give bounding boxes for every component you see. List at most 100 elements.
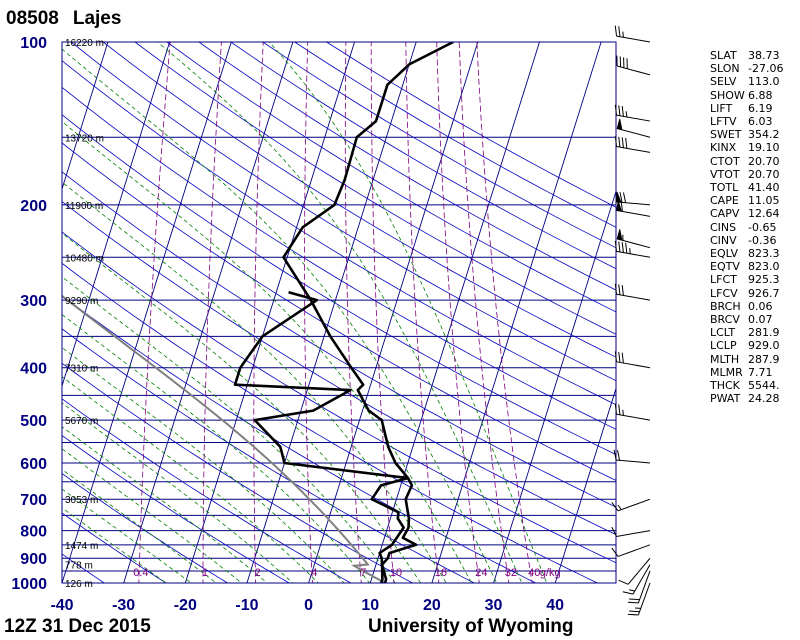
index-row: SLAT 38.73 bbox=[710, 49, 792, 62]
dry-adiabat bbox=[198, 42, 616, 291]
index-key: SHOW bbox=[710, 88, 745, 102]
dry-adiabat bbox=[62, 473, 229, 583]
index-key: SWET bbox=[710, 128, 742, 142]
mixing-ratio-label: 2 bbox=[255, 567, 261, 579]
temperature-tick-label: 20 bbox=[423, 597, 441, 614]
height-label: 1474 m bbox=[65, 541, 98, 552]
index-key: SLAT bbox=[710, 49, 737, 62]
index-key: CTOT bbox=[710, 154, 740, 168]
height-label: 7310 m bbox=[65, 364, 98, 375]
index-value: 41.40 bbox=[748, 181, 780, 195]
pressure-tick-label: 1000 bbox=[11, 576, 47, 593]
index-row: LCLT 281.9 bbox=[710, 326, 792, 339]
index-row: MLMR 7.71 bbox=[710, 366, 792, 379]
index-value: 19.10 bbox=[748, 141, 780, 155]
index-row: CINV -0.36 bbox=[710, 234, 792, 247]
isotherm-line bbox=[493, 189, 616, 583]
isotherm-line bbox=[62, 42, 109, 191]
mixing-ratio-label: 7 bbox=[360, 567, 366, 579]
mixing-ratio-label: 1 bbox=[202, 567, 208, 579]
dry-adiabat bbox=[62, 142, 616, 481]
index-key: PWAT bbox=[710, 392, 741, 406]
dry-adiabat bbox=[62, 171, 616, 508]
dry-adiabat bbox=[62, 262, 599, 583]
parcel-curve bbox=[62, 294, 386, 583]
pressure-tick-label: 800 bbox=[20, 524, 47, 541]
moist-adiabat bbox=[268, 42, 548, 583]
index-value: 925.3 bbox=[748, 273, 780, 287]
index-key: LFCV bbox=[710, 286, 738, 300]
wind-barb bbox=[616, 118, 651, 138]
index-value: 5544. bbox=[748, 379, 780, 393]
observation-datetime: 12Z 31 Dec 2015 bbox=[4, 616, 151, 637]
index-value: 6.88 bbox=[748, 88, 773, 102]
index-key: LFCT bbox=[710, 273, 737, 287]
index-key: LCLP bbox=[710, 339, 737, 353]
index-value: 929.0 bbox=[748, 339, 780, 353]
index-value: 0.06 bbox=[748, 299, 773, 313]
index-row: LCLP 929.0 bbox=[710, 339, 792, 352]
index-key: LFTV bbox=[710, 115, 737, 129]
data-source: University of Wyoming bbox=[368, 616, 574, 637]
height-label: 10480 m bbox=[65, 253, 104, 264]
wind-barb bbox=[614, 283, 651, 301]
index-key: EQTV bbox=[710, 260, 740, 274]
temperature-tick-label: 40 bbox=[546, 597, 564, 614]
dry-adiabat bbox=[62, 553, 105, 583]
index-row: LIFT 6.19 bbox=[710, 102, 792, 115]
index-key: BRCV bbox=[710, 313, 740, 327]
index-row: LFTV 6.03 bbox=[710, 115, 792, 128]
index-key: EQLV bbox=[710, 247, 739, 261]
chart-title: 08508 Lajes bbox=[6, 8, 121, 30]
index-row: BRCH 0.06 bbox=[710, 300, 792, 313]
height-label: 16220 m bbox=[65, 38, 104, 49]
index-value: -0.36 bbox=[748, 233, 777, 247]
temperature-tick-label: -30 bbox=[112, 597, 135, 614]
index-value: 7.71 bbox=[748, 365, 773, 379]
index-row: SWET 354.2 bbox=[710, 128, 792, 141]
index-value: 354.2 bbox=[748, 128, 780, 142]
height-label: 778 m bbox=[65, 561, 93, 572]
dry-adiabat bbox=[62, 200, 616, 536]
moist-adiabat bbox=[62, 402, 294, 583]
height-label: 5670 m bbox=[65, 416, 98, 427]
temperature-tick-label: -40 bbox=[50, 597, 73, 614]
index-key: CINS bbox=[710, 220, 737, 234]
index-key: TOTL bbox=[710, 181, 739, 195]
temperature-tick-label: -10 bbox=[235, 597, 258, 614]
isotherm-line bbox=[184, 42, 355, 583]
dry-adiabat bbox=[62, 231, 616, 564]
dry-adiabat bbox=[70, 42, 616, 382]
dry-adiabat bbox=[62, 512, 167, 583]
dry-adiabat bbox=[134, 42, 616, 335]
index-row: SHOW 6.88 bbox=[710, 89, 792, 102]
dry-adiabat bbox=[0, 42, 59, 595]
index-key: MLTH bbox=[710, 352, 740, 366]
index-value: 24.28 bbox=[748, 392, 780, 406]
moist-adiabat bbox=[157, 42, 523, 583]
index-row: VTOT 20.70 bbox=[710, 168, 792, 181]
isotherm-line bbox=[554, 387, 616, 583]
dry-adiabat bbox=[62, 114, 616, 456]
index-key: SLON bbox=[710, 62, 740, 76]
isotherm-line bbox=[246, 42, 417, 583]
index-key: LIFT bbox=[710, 101, 733, 115]
mixing-ratio-label: 0.4 bbox=[133, 567, 148, 579]
mixing-ratio-label: g/kg bbox=[540, 567, 561, 579]
index-row: CINS -0.65 bbox=[710, 221, 792, 234]
wind-barb bbox=[614, 403, 651, 421]
pressure-tick-label: 300 bbox=[20, 293, 47, 310]
height-label: 13720 m bbox=[65, 133, 104, 144]
index-key: CAPE bbox=[710, 194, 739, 208]
moist-adiabat bbox=[62, 232, 422, 583]
moist-adiabat bbox=[62, 346, 345, 583]
index-row: LFCV 926.7 bbox=[710, 287, 792, 300]
mixing-ratio-line bbox=[476, 42, 533, 583]
wind-barb bbox=[614, 25, 651, 43]
wind-barb bbox=[611, 526, 651, 537]
index-row: CTOT 20.70 bbox=[710, 155, 792, 168]
plot-frame bbox=[61, 41, 617, 584]
index-value: 113.0 bbox=[748, 75, 780, 89]
index-value: 11.05 bbox=[748, 194, 780, 208]
